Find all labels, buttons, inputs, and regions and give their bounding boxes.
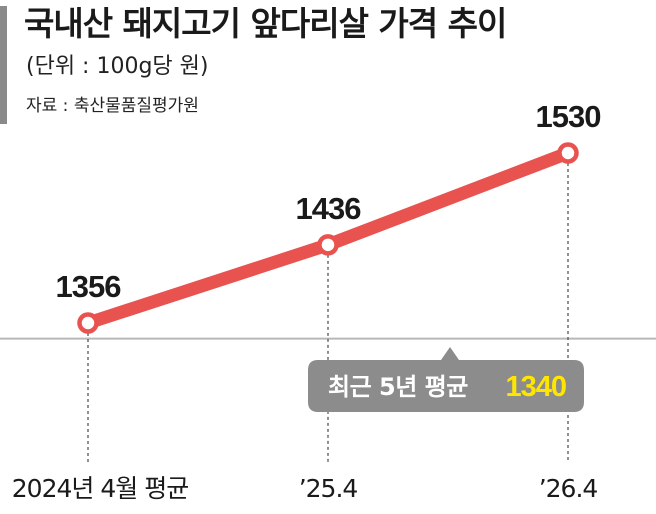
header-accent-bar [0, 6, 7, 124]
data-label-2: 1436 [296, 191, 362, 226]
data-point-2 [317, 234, 339, 256]
chart-title: 국내산 돼지고기 앞다리살 가격 추이 [24, 4, 507, 43]
data-label-1: 1356 [56, 269, 122, 304]
reference-callout-value: 1340 [505, 371, 566, 403]
x-tick-label-2: ’25.4 [299, 474, 358, 503]
source-label: 자료 : 축산물품질평가원 [26, 96, 199, 116]
data-label-3: 1530 [536, 99, 601, 134]
x-tick-label-1: 2024년 4월 평균 [12, 474, 188, 503]
x-tick-label-3: ’26.4 [539, 474, 598, 503]
reference-callout-label: 최근 5년 평균 [328, 373, 468, 401]
data-point-1 [77, 312, 99, 334]
data-point-3 [557, 142, 579, 164]
unit-label: (단위 : 100g당 원) [26, 54, 209, 79]
reference-callout-box [308, 347, 584, 412]
